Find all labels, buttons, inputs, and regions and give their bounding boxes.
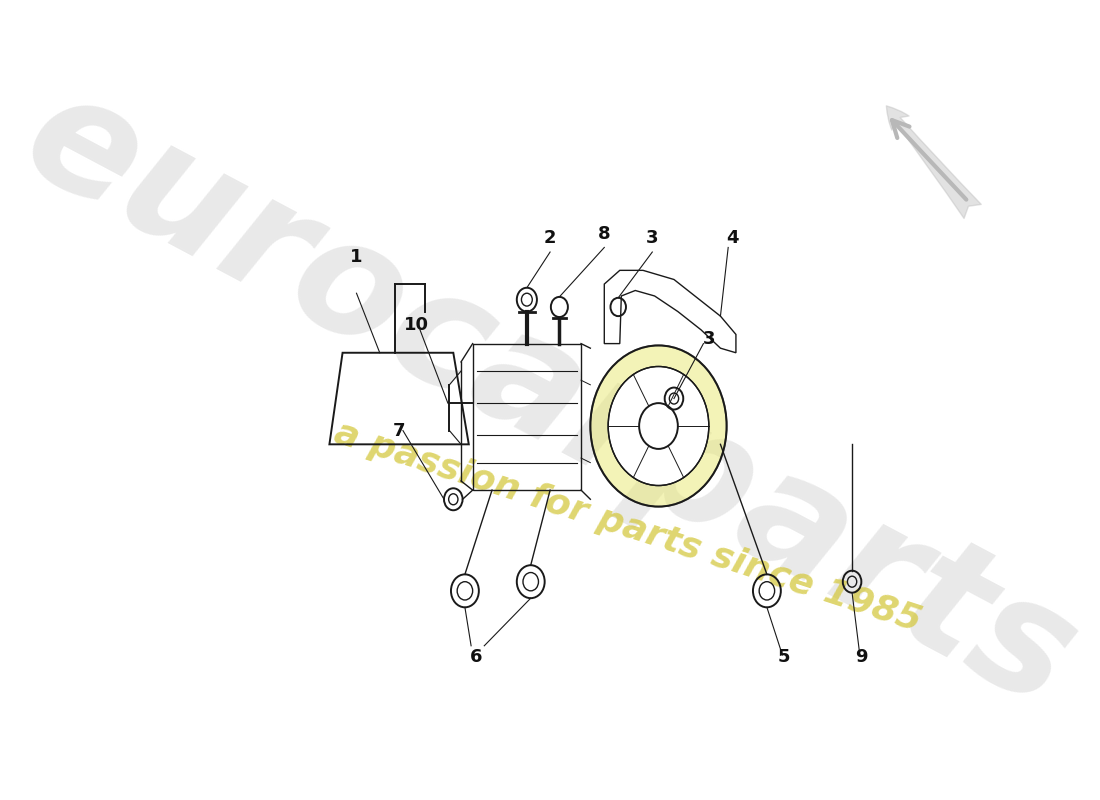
Text: a passion for parts since 1985: a passion for parts since 1985: [330, 415, 925, 638]
Text: 10: 10: [405, 316, 429, 334]
Text: 1: 1: [350, 248, 363, 266]
Text: 3: 3: [703, 330, 715, 348]
Ellipse shape: [591, 346, 727, 506]
Text: 2: 2: [543, 230, 557, 247]
Text: 5: 5: [778, 648, 790, 666]
Text: eurocarparts: eurocarparts: [0, 57, 1100, 740]
Text: 3: 3: [646, 230, 659, 247]
Ellipse shape: [608, 366, 708, 486]
Text: 7: 7: [393, 422, 405, 439]
Text: 6: 6: [471, 648, 483, 666]
Text: 8: 8: [598, 225, 611, 242]
Text: 9: 9: [855, 648, 868, 666]
Text: 4: 4: [726, 230, 738, 247]
